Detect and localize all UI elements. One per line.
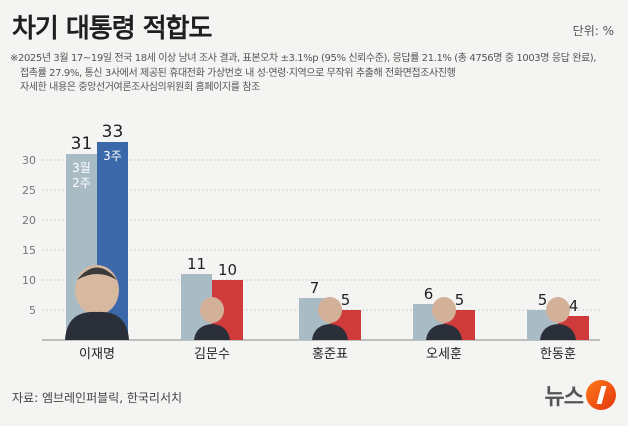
candidate-suit	[194, 324, 230, 340]
logo-mark-icon	[586, 380, 616, 410]
series-label: 3주	[103, 149, 122, 163]
candidate-face	[432, 297, 456, 323]
note-line: 접촉률 27.9%, 통신 3사에서 제공된 휴대전화 가상번호 내 성·연령·…	[20, 67, 456, 79]
data-label: 6	[424, 285, 434, 303]
category-label: 오세훈	[426, 347, 462, 362]
category-label: 한동훈	[540, 347, 576, 362]
data-label: 4	[569, 297, 579, 315]
news1-logo: 뉴스	[545, 378, 616, 412]
candidate-face	[75, 265, 119, 315]
unit-label: 단위: %	[572, 24, 614, 38]
candidate-hair	[77, 267, 117, 280]
series-label: 2주	[72, 176, 91, 190]
logo-text: 뉴스	[544, 385, 584, 410]
y-tick-label: 20	[22, 214, 36, 227]
source-label: 자료: 엠브레인퍼블릭, 한국리서치	[12, 391, 183, 405]
data-label: 33	[102, 122, 124, 142]
data-label: 5	[455, 291, 465, 309]
candidate-suit	[312, 324, 348, 340]
data-label: 31	[71, 134, 93, 154]
y-tick-label: 30	[22, 154, 36, 167]
page-title: 차기 대통령 적합도	[12, 14, 212, 44]
data-label: 11	[187, 255, 206, 273]
candidate-face	[318, 297, 342, 323]
note-line: 자세한 내용은 중앙선거여론조사심의위원회 홈페이지를 참조	[20, 82, 260, 93]
candidate-suit	[65, 311, 129, 340]
series-label: 3월	[72, 161, 91, 175]
y-tick-label: 5	[29, 304, 36, 317]
y-tick-label: 15	[22, 244, 36, 257]
data-label: 5	[341, 291, 351, 309]
category-label: 이재명	[79, 347, 115, 362]
data-label: 10	[218, 261, 237, 279]
candidate-suit	[540, 324, 576, 340]
y-tick-label: 25	[22, 184, 36, 197]
candidate-face	[546, 297, 570, 323]
candidate-face	[200, 297, 224, 323]
data-label: 5	[538, 291, 548, 309]
y-tick-label: 10	[22, 274, 36, 287]
survey-notes: ※2025년 3월 17~19일 전국 18세 이상 남녀 조사 결과, 표본오…	[10, 52, 620, 96]
note-line: ※2025년 3월 17~19일 전국 18세 이상 남녀 조사 결과, 표본오…	[10, 53, 597, 64]
category-label: 홍준표	[312, 347, 348, 362]
candidate-suit	[426, 324, 462, 340]
data-label: 7	[310, 279, 320, 297]
category-label: 김문수	[194, 347, 230, 362]
